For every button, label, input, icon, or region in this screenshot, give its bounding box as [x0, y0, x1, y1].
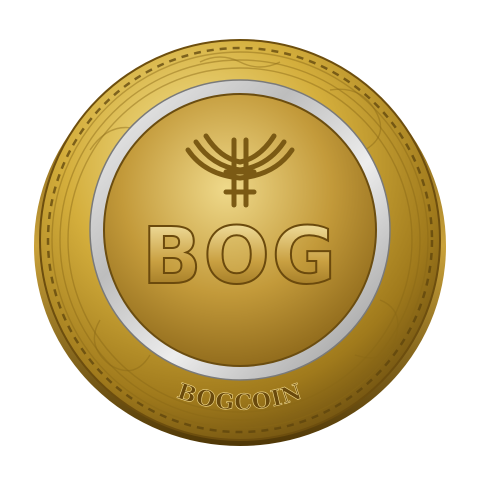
coin-symbol: BOG: [142, 212, 338, 302]
bog-emblem-icon: [185, 133, 295, 208]
inner-face: [103, 93, 377, 367]
rim-pattern: [51, 51, 429, 429]
dashed-ring: [46, 46, 434, 434]
